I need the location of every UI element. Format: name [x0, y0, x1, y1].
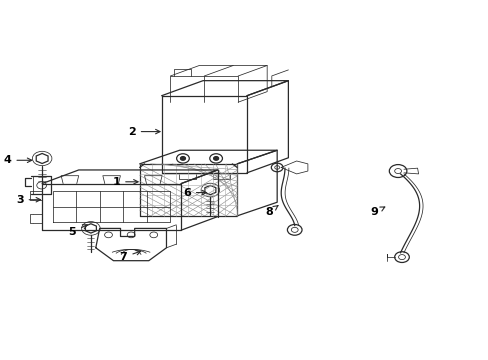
- Circle shape: [180, 157, 185, 160]
- Text: 8: 8: [264, 206, 278, 217]
- Text: 2: 2: [128, 127, 160, 136]
- Text: 9: 9: [370, 207, 384, 217]
- Text: 3: 3: [16, 195, 41, 205]
- Text: 1: 1: [112, 177, 138, 187]
- Circle shape: [213, 157, 218, 160]
- Text: 5: 5: [68, 225, 87, 237]
- Text: 7: 7: [120, 251, 141, 262]
- Text: 4: 4: [3, 155, 32, 165]
- Text: 6: 6: [183, 188, 206, 198]
